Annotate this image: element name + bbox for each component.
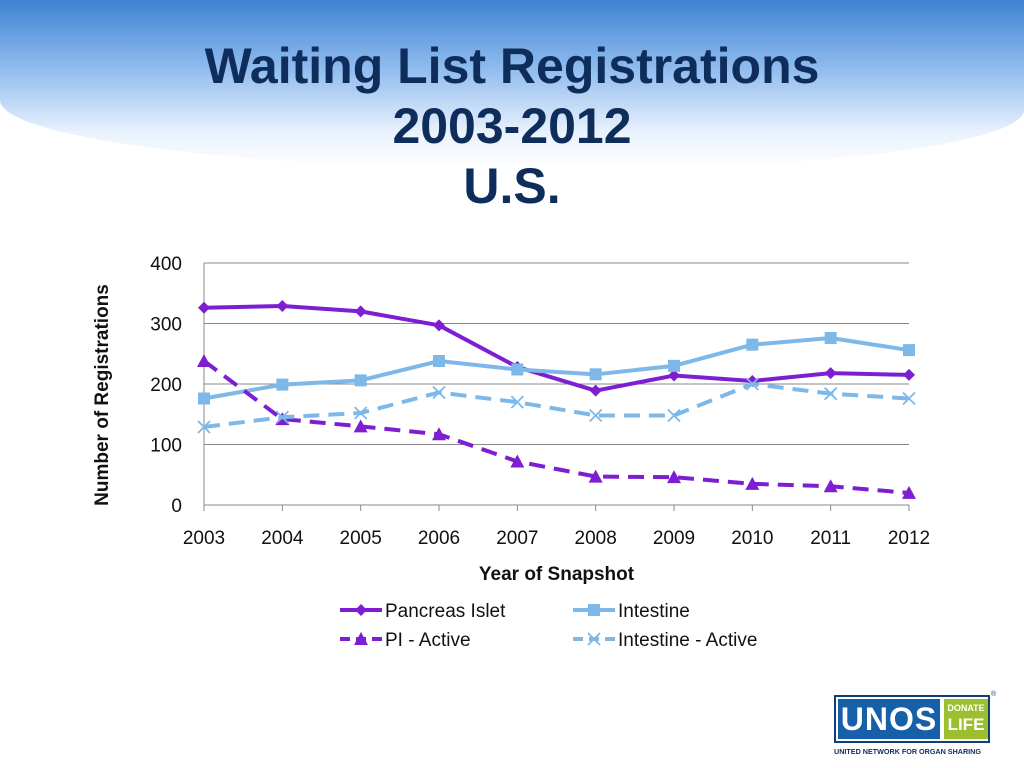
y-tick-label: 100 bbox=[150, 436, 182, 457]
data-point-s2-9 bbox=[902, 485, 916, 499]
y-axis-title: Number of Registrations bbox=[92, 284, 113, 506]
data-point-s2-8 bbox=[823, 479, 838, 493]
x-tick-label: 2009 bbox=[653, 528, 695, 549]
data-point-s1-1 bbox=[276, 378, 289, 391]
data-point-s1-8 bbox=[824, 332, 837, 345]
data-point-s1-9 bbox=[903, 344, 915, 357]
data-point-s2-0 bbox=[197, 354, 211, 368]
legend-marker-3 bbox=[587, 632, 601, 646]
y-tick-label: 300 bbox=[150, 315, 182, 336]
data-point-s1-7 bbox=[746, 338, 759, 351]
data-point-s2-3 bbox=[432, 427, 446, 441]
y-tick-label: 0 bbox=[171, 496, 182, 517]
data-point-s0-0 bbox=[198, 301, 210, 314]
data-point-s1-3 bbox=[433, 355, 445, 368]
series-line-2 bbox=[202, 359, 910, 495]
series-line-0 bbox=[203, 303, 910, 393]
data-point-s0-8 bbox=[824, 367, 837, 380]
title-line-2: 2003-2012 bbox=[392, 98, 632, 154]
series-line-1 bbox=[203, 336, 910, 401]
data-point-s3-5 bbox=[589, 408, 603, 423]
x-axis-title: Year of Snapshot bbox=[479, 564, 635, 585]
data-point-s0-6 bbox=[668, 369, 680, 382]
logo-unos-text: UNOS bbox=[838, 699, 940, 739]
data-point-s3-0 bbox=[197, 420, 211, 434]
x-tick-label: 2005 bbox=[340, 528, 382, 549]
registered-mark: ® bbox=[991, 691, 997, 698]
data-point-s0-9 bbox=[903, 368, 915, 381]
x-tick-label: 2004 bbox=[261, 528, 304, 549]
y-tick-label: 400 bbox=[150, 254, 182, 275]
data-point-s3-1 bbox=[275, 410, 289, 424]
slide-title: Waiting List Registrations 2003-2012 U.S… bbox=[0, 36, 1024, 216]
legend-marker-1 bbox=[588, 604, 600, 616]
data-point-s2-6 bbox=[667, 470, 681, 484]
x-tick-label: 2007 bbox=[496, 528, 538, 549]
data-point-s0-2 bbox=[354, 305, 367, 318]
x-tick-label: 2006 bbox=[418, 528, 460, 549]
logo-life-text: LIFE bbox=[947, 715, 985, 734]
x-tick-label: 2010 bbox=[731, 528, 773, 549]
legend-label: Pancreas Islet bbox=[385, 601, 506, 622]
data-point-s0-1 bbox=[276, 299, 289, 312]
logo-tagline: UNITED NETWORK FOR ORGAN SHARING bbox=[834, 747, 981, 756]
data-point-s3-2 bbox=[354, 406, 368, 420]
x-tick-label: 2008 bbox=[575, 528, 617, 549]
data-point-s3-8 bbox=[824, 387, 838, 401]
logo-donate-text: DONATE bbox=[947, 703, 985, 713]
data-point-s2-5 bbox=[588, 469, 603, 483]
data-point-s3-3 bbox=[432, 385, 446, 400]
data-point-s1-5 bbox=[589, 368, 602, 381]
legend-label: PI - Active bbox=[385, 630, 471, 651]
legend-label: Intestine - Active bbox=[618, 630, 757, 651]
data-point-s0-5 bbox=[589, 384, 602, 397]
title-line-1: Waiting List Registrations bbox=[204, 38, 820, 94]
legend-label: Intestine bbox=[618, 601, 690, 622]
x-tick-label: 2012 bbox=[888, 528, 930, 549]
data-point-s2-4 bbox=[510, 454, 525, 468]
legend-marker-0 bbox=[355, 604, 367, 616]
logo-frame: UNOS DONATE LIFE bbox=[834, 695, 990, 743]
x-tick-label: 2003 bbox=[183, 528, 225, 549]
data-point-s3-7 bbox=[745, 377, 759, 391]
header-background bbox=[0, 0, 1024, 170]
data-point-s0-3 bbox=[433, 319, 445, 332]
data-point-s2-2 bbox=[353, 419, 368, 433]
data-point-s1-6 bbox=[668, 359, 680, 372]
data-point-s3-6 bbox=[667, 408, 681, 423]
data-point-s1-4 bbox=[511, 363, 524, 376]
title-line-3: U.S. bbox=[463, 158, 561, 214]
legend-marker-2 bbox=[354, 632, 368, 645]
unos-logo: UNOS DONATE LIFE ® UNITED NETWORK FOR OR… bbox=[834, 691, 996, 765]
series-line-3 bbox=[203, 382, 910, 429]
x-tick-label: 2011 bbox=[810, 528, 851, 549]
logo-donate-life: DONATE LIFE bbox=[944, 699, 988, 739]
data-point-s3-9 bbox=[902, 391, 916, 406]
data-point-s2-7 bbox=[745, 476, 760, 490]
data-point-s3-4 bbox=[510, 395, 524, 409]
data-point-s1-0 bbox=[198, 392, 210, 405]
data-point-s1-2 bbox=[354, 374, 367, 387]
y-tick-label: 200 bbox=[150, 375, 182, 396]
